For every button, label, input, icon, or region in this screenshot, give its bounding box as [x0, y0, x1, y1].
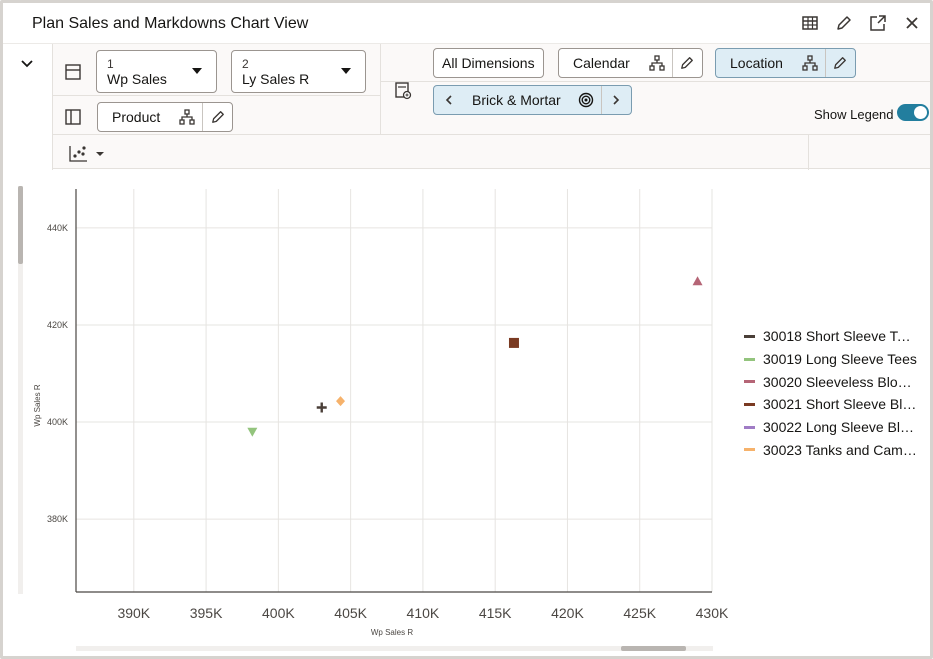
- legend-label: 30021 Short Sleeve Bl…: [763, 396, 917, 413]
- measure-2-value: Ly Sales R: [242, 71, 310, 87]
- target-icon[interactable]: [571, 86, 601, 114]
- show-legend-label: Show Legend: [814, 107, 894, 122]
- rows-layout-icon: [63, 62, 83, 82]
- pivot-chart-icon[interactable]: [393, 81, 413, 101]
- divider: [53, 95, 380, 96]
- edit-dimension-icon[interactable]: [671, 49, 702, 77]
- data-point-2: [247, 427, 258, 437]
- all-dimensions-button[interactable]: All Dimensions: [433, 48, 544, 78]
- data-point-6: [336, 396, 346, 407]
- measure-1-select[interactable]: 1 Wp Sales: [96, 50, 217, 93]
- legend-label: 30018 Short Sleeve Tees: [763, 328, 918, 345]
- legend-item[interactable]: 30020 Sleeveless Blou…: [744, 370, 918, 393]
- x-tick-label: 430K: [696, 605, 729, 621]
- x-tick-label: 410K: [407, 605, 440, 621]
- y-tick-label: 380K: [47, 514, 68, 524]
- vertical-scrollbar[interactable]: [18, 186, 23, 594]
- columns-layout-icon: [63, 107, 83, 127]
- y-tick-label: 420K: [47, 320, 68, 330]
- scatter-chart: 390K 395K 400K 405K 410K 415K 420K 425K 430K 380K…: [33, 189, 729, 637]
- legend-swatch: [744, 448, 755, 452]
- location-member-navigator: Brick & Mortar: [433, 85, 632, 115]
- hierarchy-icon[interactable]: [172, 103, 202, 131]
- location-dimension-chip[interactable]: Location: [715, 48, 856, 78]
- product-label: Product: [112, 109, 161, 125]
- close-icon[interactable]: [902, 13, 922, 33]
- y-tick-label: 440K: [47, 223, 68, 233]
- caret-down-icon: [341, 68, 351, 74]
- edit-dimension-icon[interactable]: [202, 103, 232, 131]
- divider: [53, 134, 930, 135]
- title-bar: Plan Sales and Markdowns Chart View: [3, 3, 930, 43]
- hierarchy-icon[interactable]: [642, 49, 672, 77]
- legend-swatch: [744, 380, 755, 384]
- product-dimension-chip[interactable]: Product: [97, 102, 234, 132]
- legend-item[interactable]: 30022 Long Sleeve Bl…: [744, 416, 918, 439]
- legend-label: 30019 Long Sleeve Tees: [763, 351, 917, 368]
- current-member-label: Brick & Mortar: [472, 92, 561, 108]
- legend-item[interactable]: 30018 Short Sleeve Tees: [744, 325, 918, 348]
- x-tick-label: 390K: [117, 605, 150, 621]
- legend-label: 30020 Sleeveless Blou…: [763, 373, 918, 390]
- edit-dimension-icon[interactable]: [824, 49, 855, 77]
- legend-swatch: [744, 334, 755, 338]
- scrollbar-thumb[interactable]: [18, 186, 23, 264]
- scrollbar-thumb[interactable]: [621, 646, 686, 651]
- legend-swatch: [744, 357, 755, 361]
- table-view-icon[interactable]: [800, 13, 820, 33]
- location-label: Location: [730, 55, 783, 71]
- hierarchy-icon[interactable]: [795, 49, 825, 77]
- caret-down-icon: [192, 68, 202, 74]
- legend-swatch: [744, 425, 755, 429]
- legend-item[interactable]: 30021 Short Sleeve Bl…: [744, 393, 918, 416]
- all-dimensions-label: All Dimensions: [442, 55, 535, 71]
- x-tick-label: 425K: [623, 605, 656, 621]
- edit-icon[interactable]: [834, 13, 854, 33]
- chart-legend: 30018 Short Sleeve Tees 30019 Long Sleeve…: [744, 325, 918, 461]
- calendar-label: Calendar: [573, 55, 630, 71]
- legend-label: 30023 Tanks and Cam…: [763, 441, 917, 458]
- x-tick-label: 415K: [479, 605, 512, 621]
- data-point-3: [692, 276, 703, 286]
- divider: [380, 44, 381, 134]
- toggle-knob: [914, 106, 927, 119]
- divider: [808, 135, 809, 170]
- legend-swatch: [744, 402, 755, 406]
- legend-item[interactable]: 30023 Tanks and Cam…: [744, 438, 918, 461]
- y-axis-label: Wp Sales R: [33, 384, 42, 426]
- x-tick-label: 400K: [262, 605, 295, 621]
- data-point-4: [508, 337, 519, 348]
- data-point-1: [316, 402, 327, 413]
- collapse-column: [3, 44, 53, 170]
- x-tick-label: 405K: [334, 605, 367, 621]
- horizontal-scrollbar[interactable]: [76, 646, 713, 651]
- y-tick-label: 400K: [47, 417, 68, 427]
- measure-2-select[interactable]: 2 Ly Sales R: [231, 50, 366, 93]
- legend-item[interactable]: 30019 Long Sleeve Tees: [744, 348, 918, 371]
- calendar-dimension-chip[interactable]: Calendar: [558, 48, 703, 78]
- measure-1-number: 1: [107, 57, 114, 71]
- layout-toolbar: 1 Wp Sales 2 Ly Sales R Product: [3, 43, 930, 170]
- window-title: Plan Sales and Markdowns Chart View: [32, 15, 309, 32]
- expand-icon[interactable]: [868, 13, 888, 33]
- show-legend-toggle[interactable]: [897, 104, 929, 121]
- measure-1-value: Wp Sales: [107, 71, 167, 87]
- divider: [381, 81, 930, 82]
- next-member-button[interactable]: [600, 86, 631, 114]
- legend-label: 30022 Long Sleeve Bl…: [763, 419, 914, 436]
- chevron-down-icon[interactable]: [19, 56, 35, 72]
- chart-type-menu[interactable]: [67, 144, 109, 164]
- previous-member-button[interactable]: [434, 86, 464, 114]
- x-tick-label: 395K: [190, 605, 223, 621]
- x-tick-label: 420K: [551, 605, 584, 621]
- x-axis-label: Wp Sales R: [371, 628, 413, 637]
- measure-2-number: 2: [242, 57, 249, 71]
